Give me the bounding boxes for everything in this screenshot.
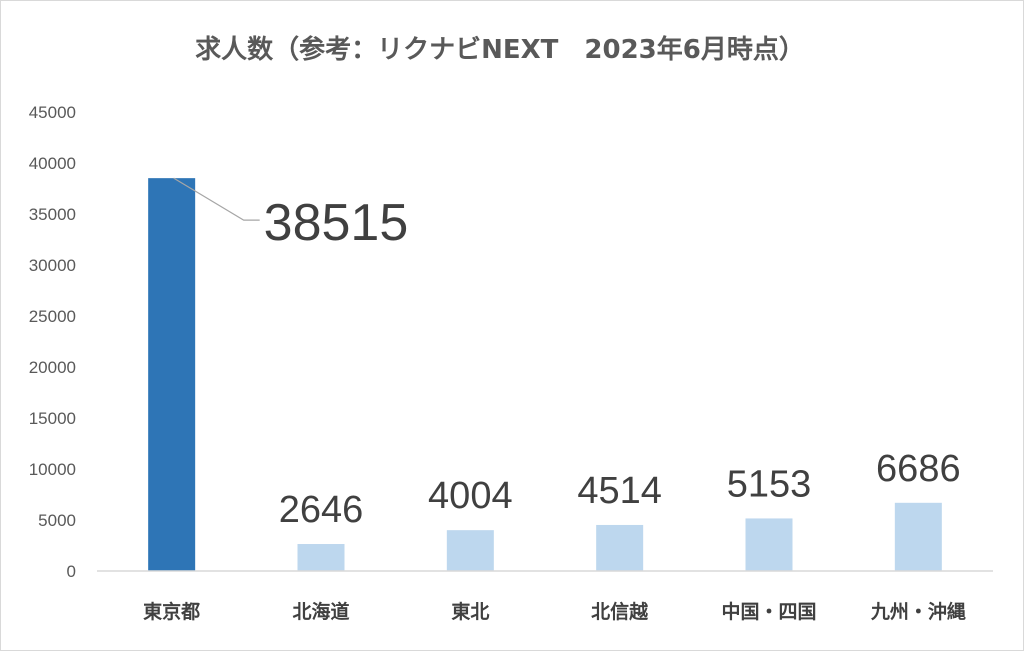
data-label: 6686 [876,448,961,490]
y-tick-label: 35000 [29,205,76,224]
y-tick-label: 40000 [29,154,76,173]
leader-line [173,177,260,221]
y-tick-label: 15000 [29,409,76,428]
y-axis: 0 5000 10000 15000 20000 25000 30000 35000 40000… [29,103,76,581]
bar [745,518,793,571]
data-label: 4004 [428,475,513,517]
bar [148,178,196,571]
data-label: 38515 [264,194,409,252]
bars [148,178,942,571]
x-tick-label: 北海道 [292,600,349,623]
x-tick-label: 中国・四国 [721,600,816,623]
y-tick-label: 10000 [29,460,76,479]
x-tick-label: 北信越 [591,600,649,623]
x-tick-label: 東北 [451,600,489,623]
data-label: 2646 [279,489,364,531]
y-tick-label: 25000 [29,307,76,326]
y-tick-label: 0 [67,562,76,581]
bar [297,544,345,571]
bar [894,502,942,571]
x-axis: 東京都 北海道 東北 北信越 中国・四国 九州・沖縄 [97,570,993,623]
bar [596,524,644,571]
data-labels: 38515 2646 4004 4514 5153 6686 [173,177,961,531]
bar [446,530,494,571]
y-tick-label: 30000 [29,256,76,275]
data-label: 5153 [727,463,812,505]
y-tick-label: 20000 [29,358,76,377]
x-tick-label: 九州・沖縄 [870,600,966,623]
y-tick-label: 5000 [38,511,76,530]
data-label: 4514 [577,470,662,512]
chart-title: 求人数（参考：リクナビNEXT 2023年6月時点） [195,34,805,65]
y-tick-label: 45000 [29,103,76,122]
x-tick-label: 東京都 [143,600,200,623]
